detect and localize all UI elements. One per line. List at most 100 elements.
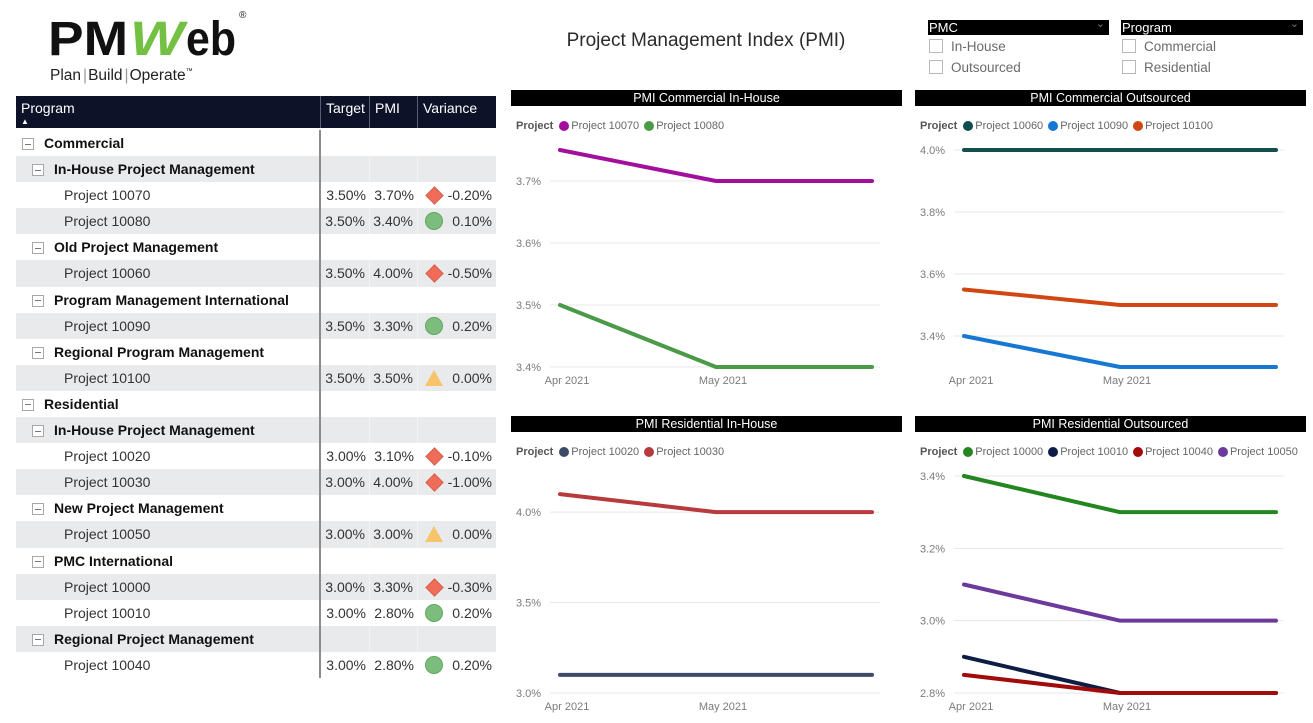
pmi-cell: 3.10% — [374, 448, 414, 465]
collapse-icon[interactable] — [32, 633, 44, 646]
program-label: Program Management International — [54, 291, 289, 308]
column-header-program[interactable]: Program ▲ — [16, 96, 321, 128]
pmweb-logo: PM W eb ® Plan |Build |Operate™ — [48, 10, 247, 84]
pmi-cell: 3.50% — [370, 364, 418, 391]
program-cell: In-House Project Management — [16, 417, 321, 444]
project-row[interactable]: Project 10050 3.00% 3.00% 0.00% — [16, 521, 496, 548]
status-diamond-icon — [425, 577, 444, 597]
legend-marker-icon — [1048, 447, 1059, 457]
project-row[interactable]: Project 10060 3.50% 4.00% -0.50% — [16, 260, 496, 287]
collapse-icon[interactable] — [32, 425, 44, 438]
subgroup-row[interactable]: Regional Program Management — [16, 338, 496, 365]
project-row[interactable]: Project 10090 3.50% 3.30% 0.20% — [16, 312, 496, 339]
program-label: Project 10060 — [64, 265, 151, 282]
legend-item[interactable]: Project 10020 — [559, 446, 639, 458]
group-row[interactable]: Commercial — [16, 130, 496, 157]
subgroup-row[interactable]: Program Management International — [16, 286, 496, 313]
legend-item[interactable]: Project 10080 — [644, 120, 724, 132]
legend-item[interactable]: Project 10090 — [1048, 120, 1128, 132]
pmi-cell: 3.30% — [370, 312, 418, 339]
legend-label: Project 10080 — [656, 120, 725, 132]
legend-item[interactable]: Project 10070 — [559, 120, 639, 132]
y-tick-label: 2.8% — [920, 688, 945, 700]
subgroup-row[interactable]: New Project Management — [16, 495, 496, 522]
legend-title: Project — [920, 446, 958, 458]
subgroup-row[interactable]: In-House Project Management — [16, 156, 496, 183]
subgroup-row[interactable]: In-House Project Management — [16, 417, 496, 444]
legend-item[interactable]: Project 10030 — [644, 446, 724, 458]
series-line-project-10080 — [558, 303, 874, 369]
legend-title: Project — [516, 446, 554, 458]
variance-cell: 0.20% — [418, 313, 496, 339]
series-line-project-10010 — [962, 654, 1278, 695]
variance-cell: 0.10% — [418, 208, 496, 234]
collapse-icon[interactable] — [32, 503, 44, 516]
logo-tagline: Plan |Build |Operate™ — [50, 67, 193, 84]
checkbox[interactable] — [1122, 39, 1136, 53]
chevron-down-icon: ⌄ — [1289, 18, 1299, 30]
pmi-cell — [370, 495, 418, 521]
tagline-trademark: ™ — [186, 68, 193, 75]
project-row[interactable]: Project 10000 3.00% 3.30% -0.30% — [16, 573, 496, 600]
collapse-icon[interactable] — [32, 294, 44, 307]
checkbox[interactable] — [1122, 60, 1136, 74]
project-row[interactable]: Project 10070 3.50% 3.70% -0.20% — [16, 182, 496, 209]
y-tick-label: 3.5% — [516, 300, 541, 312]
pmc-option-outsourced[interactable]: Outsourced — [928, 58, 1109, 77]
series-line-project-10000 — [962, 474, 1278, 515]
column-header-target[interactable]: Target — [321, 96, 370, 128]
logo-brand-suffix: eb — [186, 13, 236, 66]
variance-value: -0.50% — [447, 265, 492, 282]
pmi-cell — [370, 625, 418, 652]
subgroup-row[interactable]: PMC International — [16, 547, 496, 574]
project-row[interactable]: Project 10080 3.50% 3.40% 0.10% — [16, 208, 496, 235]
column-header-variance[interactable]: Variance — [418, 96, 496, 128]
x-tick-label: May 2021 — [699, 701, 747, 713]
program-label: Project 10050 — [64, 526, 151, 543]
collapse-icon[interactable] — [22, 398, 34, 411]
y-tick-label: 3.7% — [516, 176, 541, 188]
series-line-project-10100 — [962, 287, 1278, 307]
legend-item[interactable]: Project 10040 — [1133, 446, 1213, 458]
collapse-icon[interactable] — [22, 138, 34, 150]
project-row[interactable]: Project 10010 3.00% 2.80% 0.20% — [16, 599, 496, 626]
group-row[interactable]: Residential — [16, 390, 496, 418]
pmc-option-in-house[interactable]: In-House — [928, 37, 1109, 56]
collapse-icon[interactable] — [32, 555, 44, 568]
variance-value: 0.00% — [452, 526, 492, 543]
project-row[interactable]: Project 10030 3.00% 4.00% -1.00% — [16, 469, 496, 496]
checkbox[interactable] — [929, 39, 943, 53]
legend-marker-icon — [1133, 121, 1144, 131]
project-row[interactable]: Project 10040 3.00% 2.80% 0.20% — [16, 651, 496, 678]
column-header-pmi[interactable]: PMI — [370, 96, 418, 128]
subgroup-row[interactable]: Old Project Management — [16, 234, 496, 261]
y-tick-label: 4.0% — [516, 507, 541, 519]
collapse-icon[interactable] — [32, 164, 44, 177]
program-option-commercial[interactable]: Commercial — [1121, 37, 1303, 56]
collapse-icon[interactable] — [32, 346, 44, 359]
program-label: Project 10030 — [64, 474, 151, 491]
legend-item[interactable]: Project 10050 — [1217, 446, 1298, 458]
project-row[interactable]: Project 10020 3.00% 3.10% -0.10% — [16, 443, 496, 470]
program-cell: Project 10010 — [16, 599, 321, 626]
program-label: Project 10010 — [64, 604, 151, 621]
legend-item[interactable]: Project 10060 — [963, 120, 1043, 132]
legend-item[interactable]: Project 10000 — [963, 446, 1043, 458]
legend-item[interactable]: Project 10010 — [1048, 446, 1128, 458]
legend-item[interactable]: Project 10100 — [1133, 120, 1213, 132]
logo-brand-prefix: PM — [48, 13, 128, 66]
variance-cell: 0.20% — [418, 652, 496, 678]
program-cell: Commercial — [16, 130, 321, 157]
status-circle-icon — [425, 212, 443, 231]
pmc-slicer: PMC ⌄ In-House Outsourced — [928, 18, 1109, 77]
checkbox[interactable] — [929, 60, 943, 74]
pmc-dropdown-label: PMC — [929, 20, 958, 35]
collapse-icon[interactable] — [32, 242, 44, 255]
legend-marker-icon — [644, 447, 655, 457]
program-dropdown[interactable]: Program ⌄ — [1121, 18, 1303, 35]
program-label: In-House Project Management — [54, 422, 255, 439]
project-row[interactable]: Project 10100 3.50% 3.50% 0.00% — [16, 364, 496, 391]
program-option-residential[interactable]: Residential — [1121, 58, 1303, 77]
pmc-dropdown[interactable]: PMC ⌄ — [928, 18, 1109, 35]
subgroup-row[interactable]: Regional Project Management — [16, 625, 496, 652]
